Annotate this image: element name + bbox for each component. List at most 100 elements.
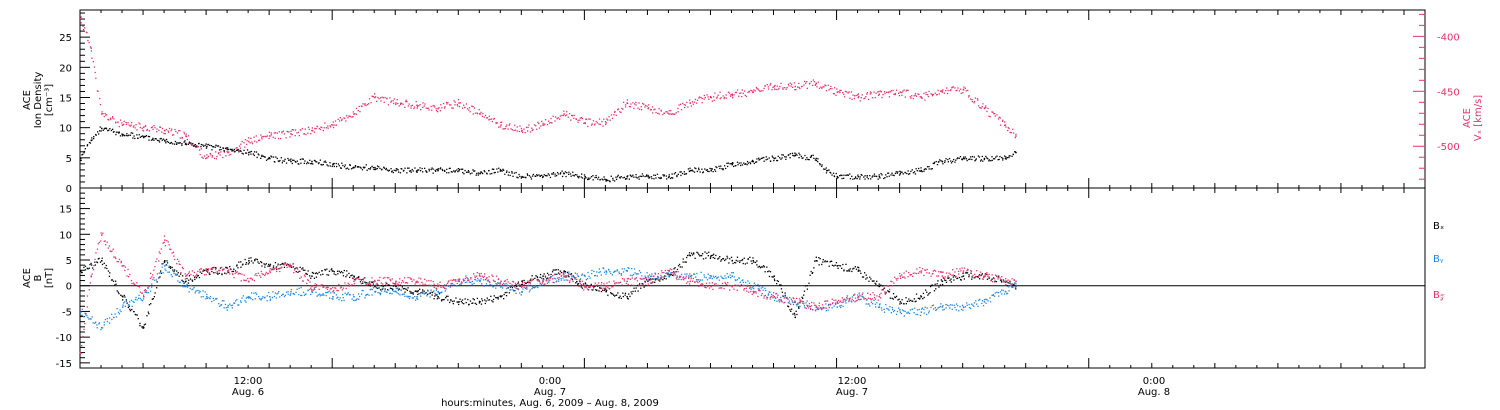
density-series-point (683, 173, 686, 175)
bz-series-point (509, 285, 511, 287)
bx-series-value-mark (920, 296, 923, 298)
bx-series-point (732, 262, 734, 265)
density-series-point (641, 173, 644, 175)
vx-series-point (488, 115, 490, 117)
vx-series-point (287, 131, 289, 133)
bz-series-point (511, 284, 513, 286)
vx-series-point (861, 94, 863, 96)
bz-series-point (426, 280, 428, 282)
bz-series-point (853, 294, 855, 296)
bx-series-point (654, 279, 656, 281)
density-series-point (432, 168, 434, 170)
bx-series-point (429, 292, 431, 294)
by-series-point (285, 291, 288, 293)
density-series-point (248, 154, 250, 156)
density-series-point (424, 167, 426, 169)
vx-series-point (790, 85, 792, 87)
by-series-point (642, 277, 645, 280)
vx-series-point (971, 99, 973, 101)
bz-series-point (351, 283, 353, 286)
vx-series-point (319, 128, 322, 131)
bz-series-point (666, 274, 669, 276)
vx-series-point (458, 105, 461, 108)
density-series-point (983, 158, 985, 161)
density-series-point (795, 153, 797, 155)
bx-series-point (98, 257, 100, 260)
vx-series-point (325, 127, 328, 129)
density-series-point (323, 161, 325, 163)
by-series-point (262, 296, 264, 298)
by-series-point (695, 276, 697, 278)
by-series-point (444, 290, 446, 292)
bx-series-point (895, 295, 898, 297)
vx-series-point (440, 104, 442, 106)
bx-series-point (519, 285, 521, 287)
density-series-point (781, 157, 783, 159)
bz-series-point (646, 277, 648, 279)
density-series-point (957, 157, 959, 159)
bz-series-point (281, 266, 283, 268)
bz-series-point (523, 284, 525, 286)
vx-series-point (764, 85, 766, 87)
vx-series-point (985, 106, 987, 109)
bx-series-point (619, 295, 621, 297)
bz-series-point (264, 274, 266, 276)
vx-series-point (789, 82, 791, 84)
vx-series-point (759, 90, 761, 93)
by-series-point (154, 279, 156, 281)
density-series-point (170, 142, 172, 144)
vx-series-point (432, 105, 434, 107)
by-series-point (943, 308, 945, 310)
vx-series-point (427, 107, 429, 109)
bottom-left-tick-label: -15 (56, 359, 72, 370)
density-series-point (581, 173, 583, 175)
bz-series-point (957, 270, 960, 272)
bx-series-point (824, 260, 826, 262)
vx-series-point (130, 124, 132, 126)
bx-series-point (822, 259, 824, 261)
bz-series-point (225, 273, 227, 275)
bx-series-point (372, 281, 374, 283)
vx-series (80, 16, 1017, 160)
density-series-point (840, 174, 842, 176)
by-series-point (1012, 286, 1014, 288)
density-series-point (406, 172, 408, 174)
vx-series-point (698, 96, 701, 98)
bz-series-point (257, 272, 259, 274)
density-series-point (154, 138, 156, 140)
vx-series-value-mark (836, 91, 839, 93)
by-series-point (779, 301, 781, 303)
by-series-point (876, 302, 878, 304)
bz-series-point (936, 275, 938, 277)
vx-series-point (677, 107, 679, 110)
bz-series-point (704, 286, 706, 288)
by-series-point (936, 308, 938, 311)
density-series-point (179, 142, 181, 144)
by-series-point (423, 293, 425, 295)
by-series-value-mark (290, 290, 292, 293)
by-series-point (501, 285, 503, 287)
bz-series-point (792, 303, 795, 306)
by-series-value-mark (269, 296, 271, 298)
density-series-point (338, 165, 340, 167)
density-series-point (679, 171, 681, 173)
by-series-value-mark (962, 306, 965, 308)
bx-series-point (559, 270, 561, 272)
bz-series-point (874, 298, 877, 300)
density-series-point (315, 161, 317, 163)
bx-series-point (335, 274, 337, 276)
density-series-point (638, 176, 640, 178)
top-left-tick-label: 5 (66, 154, 72, 165)
density-series-point (411, 168, 413, 171)
bx-series-point (953, 279, 955, 281)
bz-series-point (503, 280, 506, 282)
density-series-point (303, 162, 305, 164)
by-series-point (705, 277, 707, 279)
bx-series-point (415, 290, 417, 292)
by-series-value-mark (710, 275, 712, 277)
density-series-point (421, 167, 423, 170)
bx-series-point (970, 272, 972, 274)
bz-series-point (678, 276, 681, 279)
bx-series-point (360, 279, 362, 281)
